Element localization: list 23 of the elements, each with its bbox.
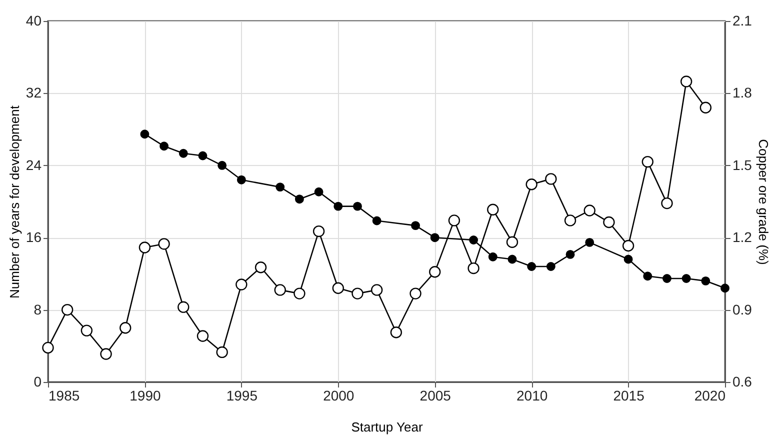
y2-tick-label: 2.1: [732, 12, 752, 28]
y2-tick-label: 0.6: [732, 374, 752, 390]
y-tick-label: 8: [34, 301, 42, 318]
y-tick-label: 0: [34, 374, 42, 390]
y-axis-title: Number of years for development: [6, 105, 22, 298]
y2-tick-label: 1.8: [732, 84, 752, 101]
x-tick-label: 1985: [48, 388, 80, 404]
y2-tick-label: 0.9: [732, 301, 752, 318]
x-tick-label: 1995: [226, 388, 258, 404]
y-tick-label: 24: [26, 156, 42, 173]
x-tick-label: 2005: [420, 388, 452, 404]
x-tick-label: 2020: [694, 388, 726, 404]
y2-tick-label: 1.5: [732, 156, 752, 173]
x-tick-label: 2000: [323, 388, 354, 404]
y2-axis-title: Copper ore grade (%): [756, 139, 771, 265]
y-tick-label: 16: [26, 229, 42, 246]
y-tick-label: 32: [26, 84, 42, 101]
x-tick-label: 2010: [516, 388, 548, 404]
x-axis-title: Startup Year: [351, 420, 424, 434]
x-tick-label: 1990: [130, 388, 161, 404]
x-tick-label: 2015: [613, 388, 645, 404]
y-tick-label: 40: [26, 12, 42, 28]
y2-tick-label: 1.2: [732, 229, 752, 246]
